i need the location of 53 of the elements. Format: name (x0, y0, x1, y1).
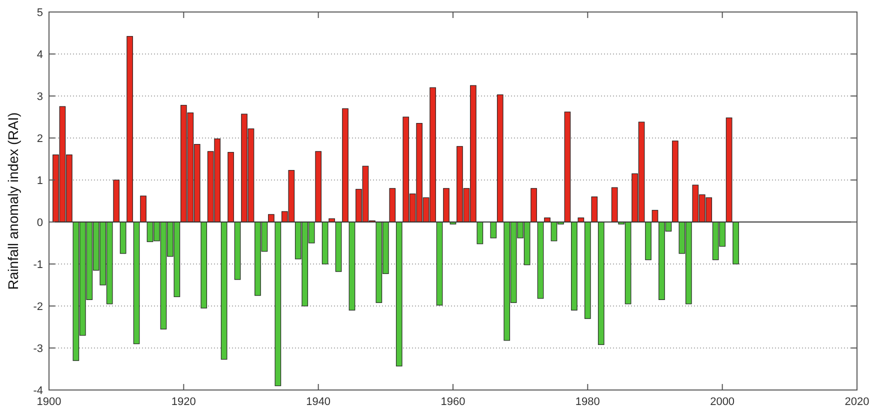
bar (564, 112, 571, 222)
y-tick-label: 3 (36, 91, 43, 103)
bar (490, 222, 497, 238)
bar (476, 222, 484, 244)
x-tick-label: 1980 (575, 396, 600, 408)
bar (228, 152, 234, 222)
bar (443, 188, 450, 222)
y-tick-label: -3 (33, 343, 43, 355)
bar (672, 140, 678, 222)
y-tick-label: -2 (33, 301, 43, 313)
bar (436, 222, 443, 306)
bar (645, 222, 652, 260)
bar (496, 94, 504, 222)
bar (732, 222, 739, 264)
x-tick-label: 1960 (440, 396, 466, 408)
bar (220, 222, 228, 360)
x-tick-label: 2020 (844, 396, 870, 408)
bar (133, 222, 140, 344)
bar (140, 196, 146, 222)
y-tick-label: -4 (33, 385, 43, 397)
y-tick-label: 0 (36, 217, 43, 229)
bar (389, 188, 396, 222)
bar (726, 118, 732, 222)
bar (113, 180, 120, 222)
bar (200, 222, 208, 308)
y-tick-label: -1 (33, 259, 43, 271)
x-tick-label: 1900 (36, 396, 62, 408)
bar (348, 222, 356, 310)
bar (396, 222, 402, 366)
y-tick-label: 4 (36, 49, 43, 61)
y-axis-title: Rainfall anomaly index (RAI) (5, 112, 21, 290)
x-tick-label: 1920 (171, 396, 196, 408)
bar (537, 222, 544, 299)
bar (268, 214, 274, 222)
bar (342, 108, 348, 222)
bar (315, 151, 322, 222)
y-tick-label: 2 (36, 133, 43, 145)
bar (598, 222, 604, 345)
bar (126, 36, 133, 222)
x-tick-label: 1940 (306, 396, 331, 408)
y-tick-label: 1 (36, 175, 43, 187)
bar (611, 187, 618, 222)
x-tick-label: 2000 (710, 396, 735, 408)
bar (571, 222, 578, 310)
bar (335, 222, 342, 272)
bar (530, 188, 537, 222)
bar (322, 222, 328, 264)
bar (234, 222, 241, 280)
bar (591, 196, 598, 222)
bar (120, 222, 126, 254)
bar (584, 222, 591, 319)
y-tick-label: 5 (36, 7, 43, 19)
bar (274, 222, 282, 386)
